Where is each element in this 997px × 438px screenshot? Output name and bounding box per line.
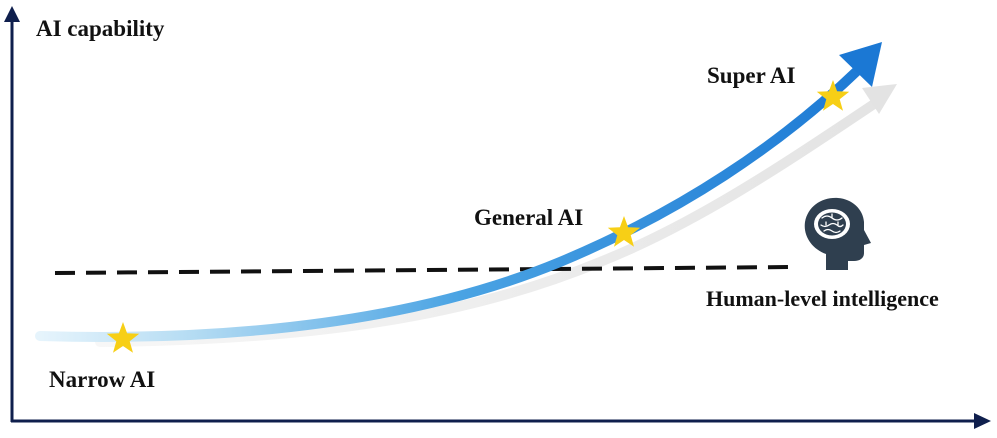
y-axis-title: AI capability [36, 16, 165, 41]
stage-label-narrow-ai: Narrow AI [49, 367, 156, 392]
human-head-brain-icon [804, 197, 871, 270]
human-level-label: Human-level intelligence [706, 286, 939, 311]
ai-curve-arrowhead [839, 42, 882, 87]
human-curve [95, 84, 897, 347]
x-axis-arrow [974, 413, 991, 429]
stage-label-general-ai: General AI [474, 205, 584, 230]
stage-label-super-ai: Super AI [707, 63, 796, 88]
stage-markers [106, 80, 850, 353]
y-axis-arrow [4, 6, 20, 22]
axes [4, 6, 991, 429]
human-curve-arrowhead [862, 84, 897, 114]
human-level-line [54, 265, 796, 275]
star-icon [106, 322, 140, 353]
ai-curve [35, 42, 882, 342]
star-icon [607, 216, 641, 247]
star-icon [816, 80, 850, 111]
